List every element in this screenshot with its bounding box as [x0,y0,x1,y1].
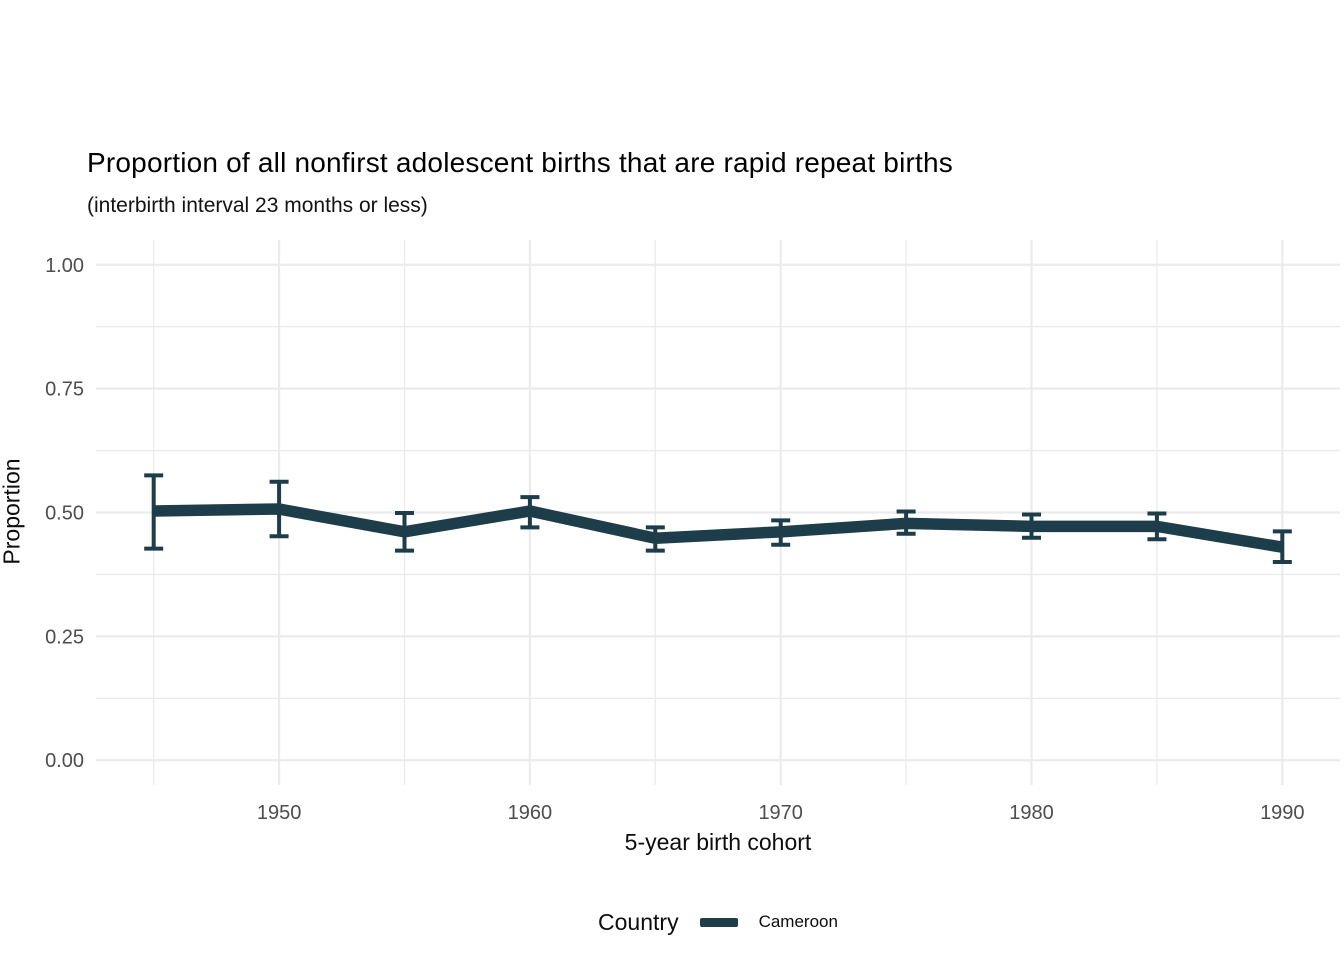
chart-subtitle: (interbirth interval 23 months or less) [87,194,428,217]
svg-text:0.50: 0.50 [45,503,84,525]
svg-text:1960: 1960 [508,802,553,824]
legend-title: Country [598,908,679,935]
series-line-cameroon [153,503,1284,553]
svg-text:0.75: 0.75 [45,379,84,401]
legend-key-line [699,917,738,927]
svg-text:0.00: 0.00 [45,750,84,772]
svg-text:0.25: 0.25 [45,626,84,648]
chart-title: Proportion of all nonfirst adolescent bi… [87,147,953,178]
y-tick-labels: 0.00 0.25 0.50 0.75 1.00 [45,255,84,772]
svg-text:1990: 1990 [1260,802,1305,824]
x-tick-labels: 1950 1960 1970 1980 1990 [257,802,1305,824]
svg-text:1970: 1970 [758,802,803,824]
legend: Country Cameroon [96,901,1340,943]
legend-entry-label: Cameroon [758,912,838,931]
x-axis-title: 5-year birth cohort [624,829,812,855]
y-axis-title: Proportion [0,458,25,565]
svg-text:1950: 1950 [257,802,302,824]
svg-text:1980: 1980 [1009,802,1054,824]
svg-text:1.00: 1.00 [45,255,84,277]
